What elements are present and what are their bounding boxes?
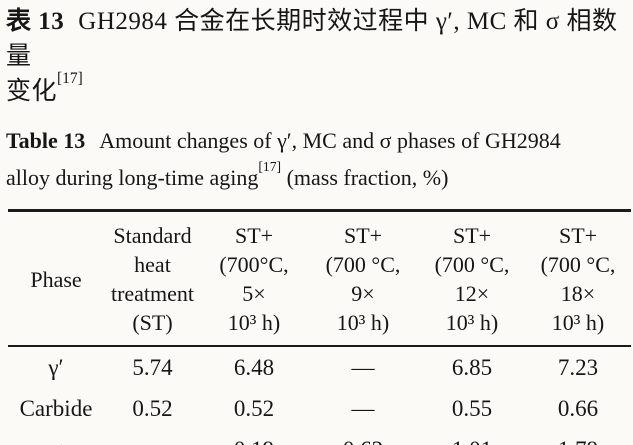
header-line: 10³ h): [227, 310, 281, 335]
caption-en-text2: alloy during long-time aging: [6, 165, 259, 190]
header-line: Phase: [30, 266, 82, 292]
value-cell: 0.52: [132, 395, 173, 421]
header-line: (700 °C,: [434, 252, 510, 277]
header-line: ST+: [234, 223, 274, 248]
header-line: Standard: [113, 223, 192, 248]
value-cell: —: [351, 354, 375, 380]
header-line: 9×: [351, 281, 375, 306]
caption-en-text3: (mass fraction, %): [281, 165, 449, 190]
caption-chinese-line1: 表 13 GH2984 合金在长期时效过程中 γ′, MC 和 σ 相数量: [6, 4, 627, 74]
caption-english: Table 13 Amount changes of γ′, MC and σ p…: [6, 122, 627, 196]
value-cell: 0.19: [201, 429, 307, 445]
caption-zh-text1: GH2984 合金在长期时效过程中 γ′, MC 和 σ 相数量: [6, 8, 618, 70]
value-cell: 1.79: [525, 429, 631, 445]
citation-ref-en: [17]: [258, 158, 282, 174]
value-cell: 0.62: [307, 429, 419, 445]
header-line: 10³ h): [445, 310, 499, 335]
value-cell: 5.74: [132, 354, 173, 380]
caption-english-line2: alloy during long-time aging[17] (mass f…: [6, 159, 627, 196]
table-body: γ′ 5.74 6.48 — 6.85 7.23 Carbide 0.52 0.…: [8, 346, 631, 445]
header-line: ST+: [558, 223, 598, 248]
caption-en-text1: Amount changes of γ′, MC and σ phases of…: [99, 128, 561, 153]
header-line: 5×: [242, 281, 266, 306]
table-header: Phase Standard heat treatment (ST) ST+ (…: [8, 210, 631, 347]
header-line: 10³ h): [336, 310, 390, 335]
header-line: 12×: [454, 281, 490, 306]
value-cell: 0.52: [233, 395, 275, 421]
header-line: ST+: [343, 223, 383, 248]
value-cell: 6.85: [451, 354, 493, 380]
header-line: (ST): [132, 310, 173, 335]
value-cell: 6.48: [233, 354, 275, 380]
header-line: ST+: [452, 223, 492, 248]
value-cell: 1.01: [419, 429, 525, 445]
row-gamma-prime: γ′ 5.74 6.48 — 6.85 7.23: [8, 346, 631, 388]
col-header-standard-heat-treatment: Standard heat treatment (ST): [104, 210, 201, 347]
col-header-st-700c-18000h: ST+ (700 °C, 18× 10³ h): [525, 210, 631, 347]
phase-amount-table: Phase Standard heat treatment (ST) ST+ (…: [8, 209, 631, 445]
row-carbide: Carbide 0.52 0.52 — 0.55 0.66: [8, 388, 631, 429]
header-line: heat: [134, 252, 171, 277]
header-line: 18×: [560, 281, 596, 306]
col-header-st-700c-9000h: ST+ (700 °C, 9× 10³ h): [307, 210, 419, 347]
value-cell: —: [104, 429, 201, 445]
caption-chinese: 表 13 GH2984 合金在长期时效过程中 γ′, MC 和 σ 相数量 变化[…: [6, 4, 627, 109]
value-cell: —: [351, 395, 375, 421]
row-sigma: σ — 0.19 0.62 1.01 1.79: [8, 429, 631, 445]
value-cell: 0.66: [557, 395, 599, 421]
header-line: (700°C,: [219, 252, 289, 277]
col-header-st-700c-12000h: ST+ (700 °C, 12× 10³ h): [419, 210, 525, 347]
table-number-zh: 表 13: [6, 8, 65, 35]
caption-english-line1: Table 13 Amount changes of γ′, MC and σ p…: [6, 122, 627, 159]
citation-ref-zh: [17]: [57, 69, 83, 87]
phase-cell: γ′: [48, 354, 64, 380]
header-line: (700 °C,: [325, 252, 401, 277]
col-header-phase: Phase: [8, 210, 104, 347]
table-number-en: Table 13: [6, 128, 86, 153]
header-line: treatment: [110, 281, 195, 306]
value-cell: 0.55: [451, 395, 493, 421]
value-cell: 7.23: [557, 354, 599, 380]
caption-chinese-line2: 变化[17]: [6, 70, 627, 109]
col-header-st-700c-5000h: ST+ (700°C, 5× 10³ h): [201, 210, 307, 347]
phase-cell: σ: [8, 429, 104, 445]
header-line: (700 °C,: [540, 252, 616, 277]
header-row: Phase Standard heat treatment (ST) ST+ (…: [8, 210, 631, 347]
caption-zh-text2: 变化: [6, 78, 58, 105]
phase-cell: Carbide: [19, 395, 93, 421]
header-line: 10³ h): [551, 310, 605, 335]
